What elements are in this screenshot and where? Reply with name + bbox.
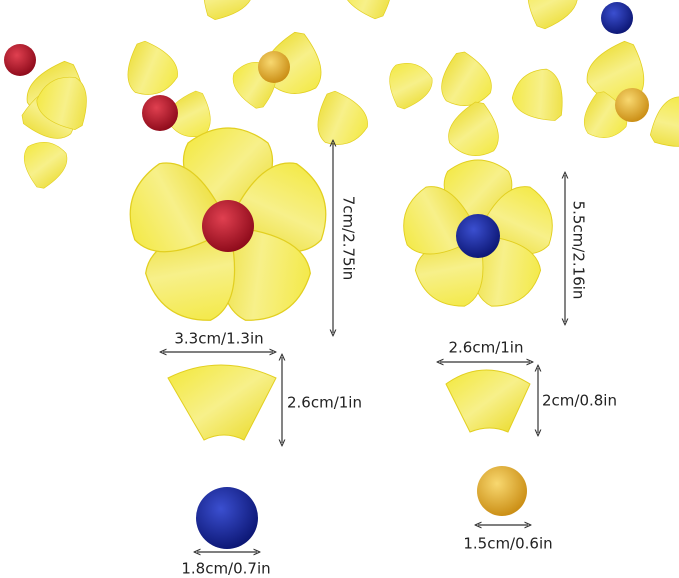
large-bead xyxy=(196,487,258,549)
large-flower xyxy=(118,127,338,336)
scattered-petals xyxy=(4,0,679,192)
dimension-label: 2cm/0.8in xyxy=(542,392,617,410)
small-flower xyxy=(394,159,562,318)
small-bead xyxy=(477,466,527,516)
dimension-label: 1.8cm/0.7in xyxy=(181,560,270,578)
dimension-label: 3.3cm/1.3in xyxy=(174,330,263,348)
large-petal xyxy=(167,364,277,441)
dimension-label: 2.6cm/1in xyxy=(449,339,524,357)
dimension-label: 1.5cm/0.6in xyxy=(463,535,552,553)
dimension-label: 7cm/2.75in xyxy=(340,196,358,281)
dimension-lines xyxy=(163,143,565,552)
dimension-label: 5.5cm/2.16in xyxy=(570,201,588,300)
dimension-label: 2.6cm/1in xyxy=(287,394,362,412)
small-petal xyxy=(445,369,531,433)
